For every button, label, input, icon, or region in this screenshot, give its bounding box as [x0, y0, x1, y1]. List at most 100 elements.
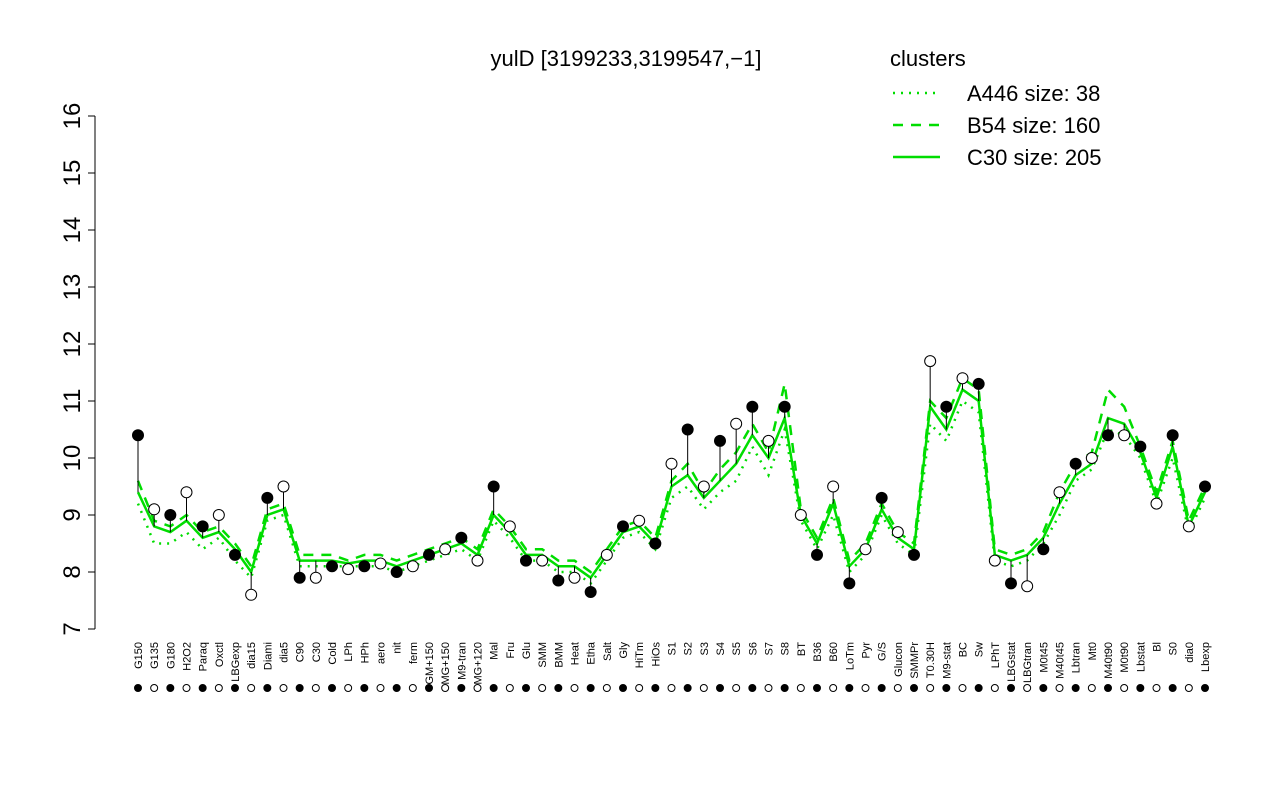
data-point — [212, 509, 225, 521]
rug-dot — [1201, 684, 1209, 692]
x-tick-label: S6 — [747, 642, 759, 655]
data-point — [649, 537, 662, 550]
legend-title: clusters — [890, 46, 966, 71]
x-tick-label: ferm — [408, 642, 420, 664]
data-point — [439, 543, 452, 556]
x-tick-label: Lbexp — [1200, 642, 1212, 672]
rug-dot — [279, 684, 288, 692]
x-tick-label: Lbstat — [1135, 642, 1147, 672]
x-tick-label: Gly — [618, 642, 630, 659]
data-point — [568, 571, 581, 584]
rug-dot — [1104, 684, 1112, 692]
rug-dot — [441, 684, 450, 692]
x-tick-label: Mal — [489, 642, 501, 660]
x-tick-label: Pyr — [861, 642, 873, 659]
data-point — [940, 400, 953, 413]
y-tick-label: 15 — [59, 160, 86, 187]
x-tick-label: S4 — [715, 642, 727, 655]
rug-dot — [667, 684, 676, 692]
data-point — [762, 434, 775, 447]
rug-dot — [990, 684, 999, 692]
x-tick-label: Cold — [327, 642, 339, 665]
x-tick-label: LBGstat — [1006, 642, 1018, 682]
rug-dot — [942, 684, 951, 692]
x-tick-label: Sw — [974, 642, 986, 657]
x-tick-label: BC — [958, 642, 970, 657]
rug-dot — [522, 684, 530, 692]
data-point — [374, 557, 387, 570]
rug-dot — [1087, 684, 1096, 692]
x-tick-label: Etha — [586, 641, 598, 665]
data-point — [261, 491, 274, 504]
rug-dot — [1055, 684, 1064, 692]
x-tick-label: HiTm — [634, 642, 646, 668]
y-tick-label: 13 — [59, 274, 86, 301]
rug-dot — [619, 684, 627, 692]
rug-dot — [1136, 684, 1145, 692]
data-point — [293, 571, 306, 584]
rug-dot — [893, 684, 902, 692]
rug-dot — [570, 684, 579, 692]
data-point — [520, 554, 532, 567]
rug-dot — [845, 684, 854, 692]
x-tick-label: Bl — [1152, 642, 1164, 652]
rug-dot — [716, 684, 724, 692]
x-tick-label: SMMPr — [909, 642, 921, 679]
data-point — [277, 480, 290, 493]
rug-dot — [958, 684, 967, 692]
y-tick-label: 10 — [59, 445, 86, 472]
x-tick-label: S3 — [699, 642, 711, 655]
x-tick-label: B60 — [828, 642, 840, 662]
rug-dot — [586, 684, 595, 692]
x-tick-label: Mt0 — [1087, 642, 1099, 660]
x-tick-label: LBGtran — [1022, 642, 1034, 683]
rug-dot — [231, 684, 239, 692]
rug-dot — [489, 684, 498, 692]
x-tick-label: MG+120 — [473, 642, 485, 685]
rug-dot — [1184, 684, 1193, 692]
data-point — [132, 429, 144, 442]
data-point — [875, 491, 888, 504]
rug-dot — [1120, 684, 1129, 692]
rug-dot — [861, 684, 870, 692]
rug-dot — [1168, 684, 1177, 692]
rug-dot — [910, 684, 918, 692]
x-tick-label: M9-tran — [456, 642, 468, 680]
data-point — [487, 480, 500, 493]
rug-dot — [764, 684, 773, 692]
data-point — [245, 588, 258, 601]
x-tick-label: Salt — [602, 642, 614, 661]
data-point — [730, 417, 743, 430]
data-point — [617, 520, 629, 533]
data-point — [455, 531, 468, 544]
rug-dot — [360, 684, 369, 692]
data-point — [229, 548, 241, 561]
rug-dot — [796, 684, 805, 692]
chart-title: yulD [3199233,3199547,−1] — [491, 46, 762, 71]
data-point — [908, 548, 920, 561]
rug-dot — [247, 684, 256, 692]
rug-dot — [926, 684, 935, 692]
x-tick-label: G/S — [877, 642, 889, 661]
y-tick-label: 8 — [59, 565, 86, 578]
data-point — [342, 563, 355, 576]
data-point — [196, 520, 209, 533]
x-tick-label: M0t90 — [1119, 642, 1131, 673]
data-point — [681, 423, 694, 436]
data-point — [471, 554, 484, 567]
data-point — [956, 372, 969, 385]
y-tick-label: 12 — [59, 331, 86, 358]
x-tick-label: aero — [376, 642, 388, 664]
data-point — [1118, 429, 1131, 442]
data-point — [326, 560, 338, 573]
rug-dot — [376, 684, 385, 692]
data-point — [503, 520, 516, 533]
rug-dot — [425, 684, 433, 692]
data-point — [843, 577, 856, 590]
data-point — [1053, 486, 1066, 499]
rug-dot — [554, 684, 563, 692]
y-tick-label: 9 — [59, 508, 86, 521]
rug-dot — [134, 684, 142, 692]
rug-dot — [877, 684, 886, 692]
x-tick-label: S0 — [1168, 642, 1180, 655]
